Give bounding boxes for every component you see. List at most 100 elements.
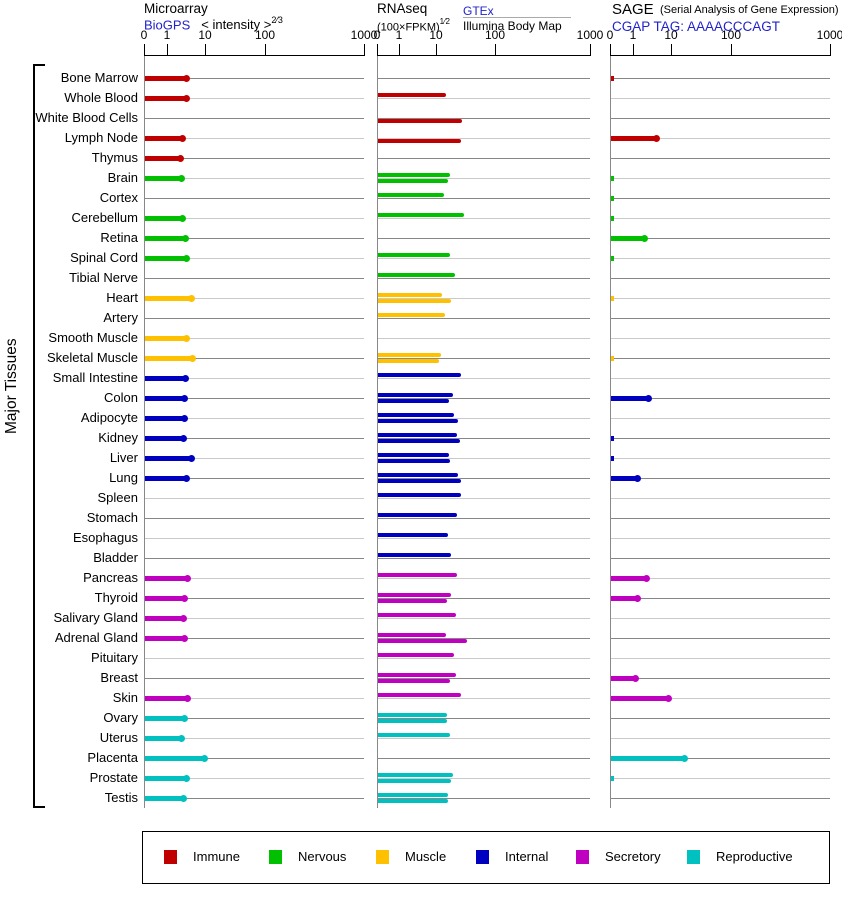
axis-tick xyxy=(265,44,266,55)
expression-bar xyxy=(611,256,614,261)
expression-bar xyxy=(611,436,614,441)
expression-bar-cap xyxy=(180,615,187,622)
row-gridline xyxy=(378,498,590,499)
expression-bar-cap xyxy=(189,355,196,362)
bar-gtex xyxy=(378,213,464,217)
bar-gtex xyxy=(378,593,451,597)
tissue-label: Breast xyxy=(100,670,138,685)
legend-swatch-muscle xyxy=(376,850,389,864)
legend-swatch-internal xyxy=(476,850,489,864)
legend-label-immune: Immune xyxy=(193,849,240,864)
expression-bar xyxy=(145,456,194,461)
expression-bar xyxy=(611,356,614,361)
expression-bar xyxy=(145,296,194,301)
expression-bar-cap xyxy=(177,155,184,162)
tissue-label: Thyroid xyxy=(94,590,138,605)
axis-tick-label: 1 xyxy=(629,28,637,42)
legend-label-secretory: Secretory xyxy=(605,849,661,864)
row-gridline xyxy=(611,258,830,259)
rnaseq-units-exponent: 1⁄2 xyxy=(439,17,450,26)
tissue-label: Prostate xyxy=(89,770,138,785)
axis-tick-label: 0 xyxy=(606,28,614,42)
expression-bar xyxy=(611,176,614,181)
row-gridline xyxy=(611,198,830,199)
expression-bar-cap xyxy=(201,755,208,762)
tissue-label: Spleen xyxy=(97,490,138,505)
row-gridline xyxy=(145,358,364,359)
bar-gtex xyxy=(378,93,446,97)
row-gridline xyxy=(611,498,830,499)
row-gridline xyxy=(145,578,364,579)
expression-bar-cap xyxy=(188,455,195,462)
expression-bar xyxy=(145,636,187,641)
row-gridline xyxy=(611,618,830,619)
gtex-link[interactable]: GTEx xyxy=(463,4,494,18)
cgap-tag-link[interactable]: CGAP TAG: AAAACCCAGT xyxy=(612,19,781,34)
microarray-panel-title: Microarray xyxy=(144,1,208,16)
biogps-link[interactable]: BioGPS xyxy=(144,17,191,33)
tissue-label: Heart xyxy=(106,290,138,305)
expression-bar xyxy=(145,136,185,141)
row-gridline xyxy=(145,238,364,239)
expression-bar-cap xyxy=(188,295,195,302)
row-gridline xyxy=(611,358,830,359)
tissue-label: Tibial Nerve xyxy=(69,270,138,285)
row-gridline xyxy=(378,458,590,459)
tissue-label: Artery xyxy=(103,310,138,325)
row-gridline xyxy=(611,518,830,519)
bar-gtex xyxy=(378,473,458,477)
axis-tick-label: 1000 xyxy=(816,28,842,42)
row-gridline xyxy=(145,118,364,119)
tissue-label: Lung xyxy=(109,470,138,485)
expression-bar-cap xyxy=(182,235,189,242)
expression-bar xyxy=(611,296,614,301)
row-gridline xyxy=(611,698,830,699)
bar-gtex xyxy=(378,733,450,737)
axis-tick-label: 100 xyxy=(484,28,506,42)
row-gridline xyxy=(378,758,590,759)
expression-bar xyxy=(611,136,659,141)
bar-illumina xyxy=(378,599,447,603)
expression-bar xyxy=(145,336,189,341)
row-gridline xyxy=(611,298,830,299)
axis-tick xyxy=(590,44,591,55)
axis-tick-label: 100 xyxy=(254,28,276,42)
tissue-label: Kidney xyxy=(98,430,138,445)
row-gridline xyxy=(145,78,364,79)
bar-gtex xyxy=(378,673,456,677)
legend-swatch-immune xyxy=(164,850,177,864)
row-gridline xyxy=(378,538,590,539)
expression-bar-cap xyxy=(183,95,190,102)
row-gridline xyxy=(611,738,830,739)
expression-bar-cap xyxy=(180,795,187,802)
tissue-label: Adipocyte xyxy=(80,410,138,425)
row-gridline xyxy=(611,438,830,439)
row-gridline xyxy=(145,518,364,519)
expression-bar xyxy=(611,676,638,681)
row-gridline xyxy=(378,378,590,379)
legend-swatch-secretory xyxy=(576,850,589,864)
tissue-label: Brain xyxy=(107,170,138,185)
row-gridline xyxy=(378,418,590,419)
expression-bar xyxy=(611,196,614,201)
row-gridline xyxy=(145,458,364,459)
axis-tick-label: 1 xyxy=(163,28,171,42)
tissue-label: Liver xyxy=(109,450,138,465)
legend-swatch-reproductive xyxy=(687,850,700,864)
row-gridline xyxy=(145,258,364,259)
row-gridline xyxy=(378,618,590,619)
expression-bar-cap xyxy=(632,675,639,682)
expression-bar xyxy=(145,176,184,181)
row-gridline xyxy=(378,638,590,639)
tissue-label: Smooth Muscle xyxy=(48,330,138,345)
expression-bar-cap xyxy=(180,435,187,442)
expression-bar xyxy=(145,736,184,741)
row-gridline xyxy=(145,478,364,479)
bar-gtex xyxy=(378,313,445,317)
legend-label-nervous: Nervous xyxy=(298,849,347,864)
row-gridline xyxy=(378,558,590,559)
bar-gtex xyxy=(378,453,449,457)
panel-left-border xyxy=(610,56,611,808)
row-gridline xyxy=(611,158,830,159)
